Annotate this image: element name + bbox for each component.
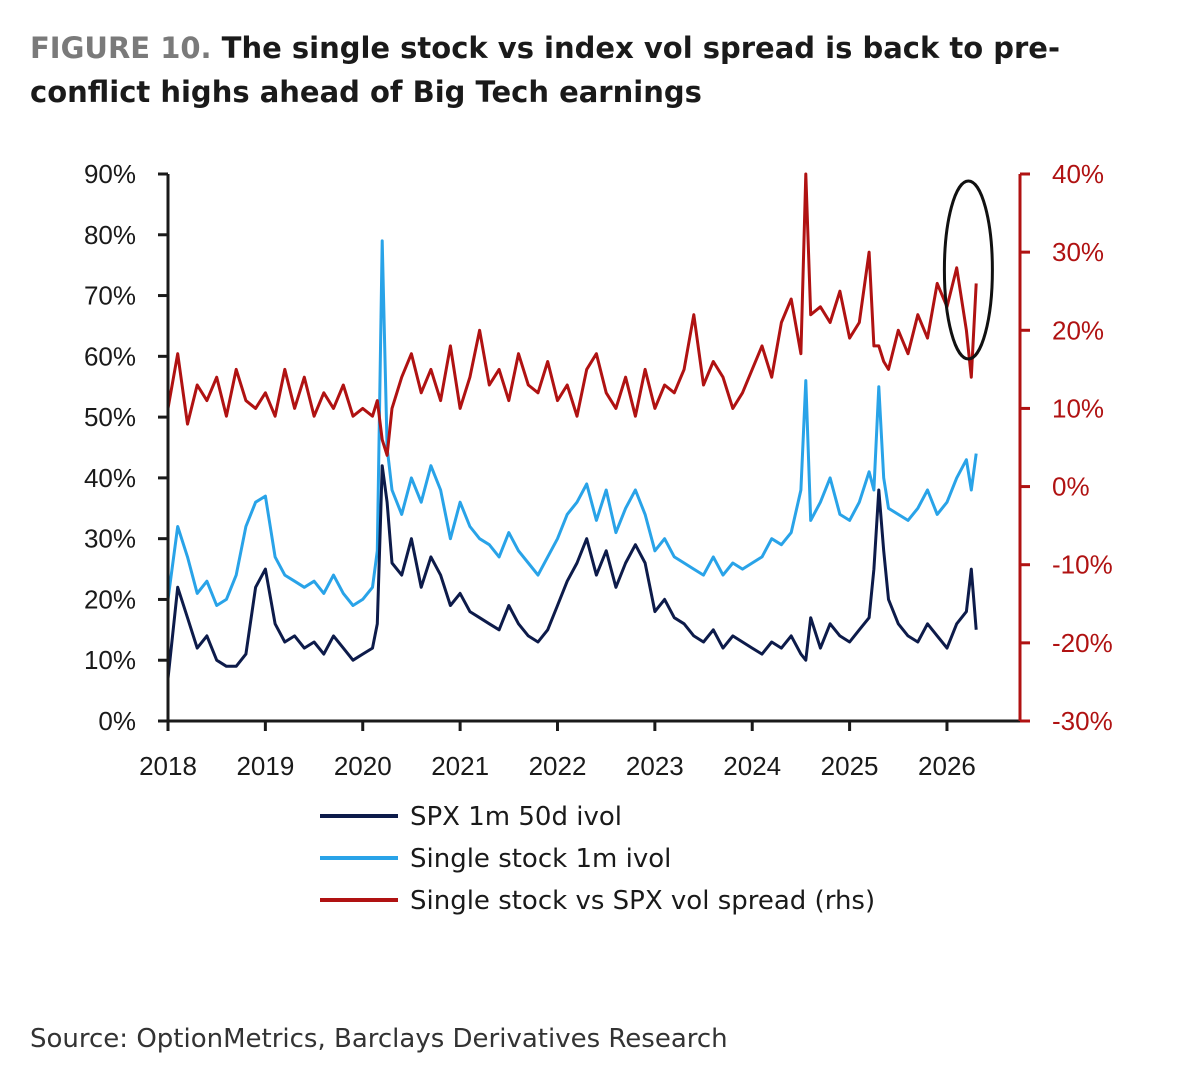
- x-tick-label: 2019: [236, 751, 294, 781]
- series-line-single-stock-ivol: [166, 239, 978, 607]
- axes: 0% 10% 20% 30% 40% 50% 60% 70% 80% 90% -30% -20% -10…: [84, 159, 1113, 781]
- y-left-tick-label: 70%: [84, 281, 136, 311]
- legend-label: Single stock 1m ivol: [410, 844, 671, 874]
- legend: SPX 1m 50d ivol Single stock 1m ivol Singl…: [320, 802, 875, 916]
- series-line-vol-spread: [166, 172, 978, 457]
- x-tick-label: 2021: [431, 751, 489, 781]
- x-tick-label: 2020: [334, 751, 392, 781]
- y-left-tick-label: 30%: [84, 524, 136, 554]
- x-tick-label: 2022: [529, 751, 587, 781]
- y-left-tick-label: 40%: [84, 463, 136, 493]
- title-text: The single stock vs index vol spread is …: [30, 31, 1060, 109]
- y-right-tick-label: -30%: [1052, 706, 1113, 736]
- y-right-tick-label: 0%: [1052, 472, 1090, 502]
- y-left-tick-label: 50%: [84, 402, 136, 432]
- figure-number: FIGURE 10.: [30, 31, 212, 65]
- x-tick-label: 2023: [626, 751, 684, 781]
- y-right-tick-label: 40%: [1052, 159, 1104, 189]
- y-right-tick-label: -20%: [1052, 628, 1113, 658]
- source-note: Source: OptionMetrics, Barclays Derivati…: [30, 1024, 728, 1054]
- highlight-ellipse: [942, 179, 994, 361]
- legend-label: SPX 1m 50d ivol: [410, 802, 622, 832]
- y-left-tick-label: 0%: [98, 706, 136, 736]
- y-left-tick-label: 90%: [84, 159, 136, 189]
- legend-label: Single stock vs SPX vol spread (rhs): [410, 886, 875, 916]
- y-right-tick-label: 10%: [1052, 393, 1104, 423]
- y-left-tick-label: 60%: [84, 341, 136, 371]
- y-left-tick-label: 20%: [84, 584, 136, 614]
- y-left-tick-label: 80%: [84, 220, 136, 250]
- y-left-tick-label: 10%: [84, 645, 136, 675]
- chart-title: FIGURE 10. The single stock vs index vol…: [30, 26, 1180, 114]
- x-tick-label: 2018: [139, 751, 197, 781]
- x-tick-label: 2024: [723, 751, 781, 781]
- plot-area: [166, 172, 978, 679]
- y-right-tick-label: 20%: [1052, 315, 1104, 345]
- x-tick-label: 2026: [918, 751, 976, 781]
- annotation-layer: [942, 179, 994, 361]
- y-right-tick-label: -10%: [1052, 550, 1113, 580]
- y-right-tick-label: 30%: [1052, 237, 1104, 267]
- x-tick-label: 2025: [821, 751, 879, 781]
- line-chart: 0% 10% 20% 30% 40% 50% 60% 70% 80% 90% -30% -20% -10…: [84, 159, 1113, 916]
- series-line-spx-ivol: [166, 464, 978, 679]
